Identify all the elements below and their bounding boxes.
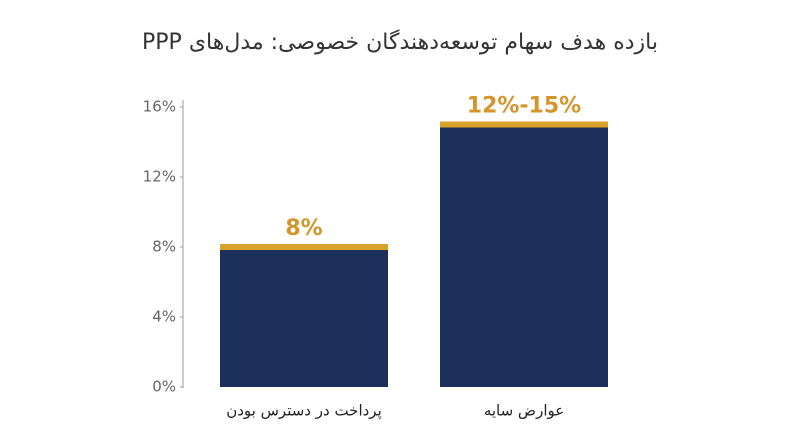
chart-title: بازده هدف سهام توسعه‌دهندگان خصوصی: مدل‌… [142, 29, 658, 55]
y-tick-label: 12% [143, 168, 176, 186]
bar-cap [440, 121, 608, 128]
y-tick-label: 4% [152, 308, 176, 326]
x-tick-label: عوارض سایه [484, 402, 564, 420]
x-tick-label: پرداخت در دسترس بودن [226, 402, 382, 421]
y-tick-label: 8% [152, 238, 176, 256]
bar [440, 124, 608, 387]
value-label: 12%-15% [467, 94, 581, 119]
value-label: 8% [285, 216, 322, 241]
y-tick-label: 16% [143, 98, 176, 116]
y-tick-label: 0% [152, 378, 176, 396]
bar-cap [220, 244, 388, 250]
bar [220, 247, 388, 387]
